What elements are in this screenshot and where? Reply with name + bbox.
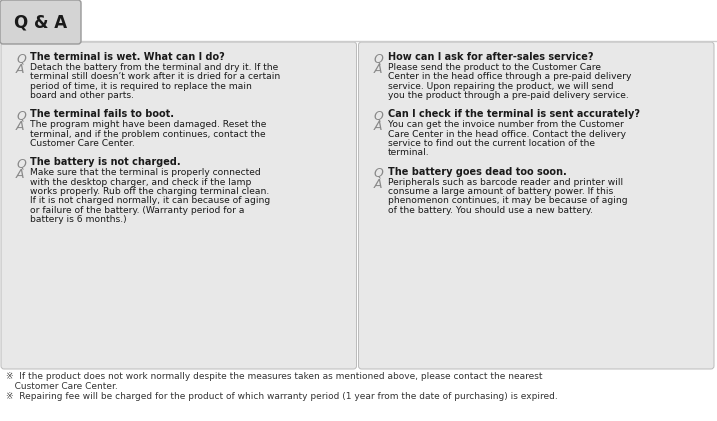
Text: The terminal is wet. What can I do?: The terminal is wet. What can I do?: [30, 52, 224, 62]
Text: battery is 6 months.): battery is 6 months.): [30, 215, 127, 224]
Text: How can I ask for after-sales service?: How can I ask for after-sales service?: [387, 52, 593, 62]
Text: The terminal fails to boot.: The terminal fails to boot.: [30, 109, 174, 119]
Text: Q: Q: [16, 109, 26, 123]
Text: Q: Q: [16, 157, 26, 171]
Text: If it is not charged normally, it can because of aging: If it is not charged normally, it can be…: [30, 196, 270, 205]
Text: Q: Q: [16, 52, 26, 65]
Text: A: A: [374, 63, 382, 76]
Text: A: A: [374, 120, 382, 133]
Text: A: A: [16, 120, 24, 133]
FancyBboxPatch shape: [358, 42, 714, 369]
Text: ※  Repairing fee will be charged for the product of which warranty period (1 yea: ※ Repairing fee will be charged for the …: [6, 392, 558, 401]
Text: service. Upon repairing the product, we will send: service. Upon repairing the product, we …: [387, 82, 613, 91]
Text: works properly. Rub off the charging terminal clean.: works properly. Rub off the charging ter…: [30, 187, 270, 196]
Text: The battery goes dead too soon.: The battery goes dead too soon.: [387, 167, 566, 177]
Text: A: A: [374, 178, 382, 191]
Text: Detach the battery from the terminal and dry it. If the: Detach the battery from the terminal and…: [30, 63, 278, 72]
Text: Care Center in the head office. Contact the delivery: Care Center in the head office. Contact …: [387, 130, 625, 139]
Text: service to find out the current location of the: service to find out the current location…: [387, 139, 594, 148]
FancyBboxPatch shape: [1, 42, 356, 369]
Text: or failure of the battery. (Warranty period for a: or failure of the battery. (Warranty per…: [30, 205, 244, 215]
Text: Q: Q: [374, 52, 384, 65]
Text: consume a large amount of battery power. If this: consume a large amount of battery power.…: [387, 187, 613, 196]
Text: Q & A: Q & A: [14, 13, 67, 31]
Text: Q: Q: [374, 167, 384, 180]
Text: Can I check if the terminal is sent accurately?: Can I check if the terminal is sent accu…: [387, 109, 640, 119]
Text: terminal, and if the problem continues, contact the: terminal, and if the problem continues, …: [30, 130, 265, 139]
Text: You can get the invoice number from the Customer: You can get the invoice number from the …: [387, 120, 623, 129]
Text: of the battery. You should use a new battery.: of the battery. You should use a new bat…: [387, 205, 592, 215]
Text: Peripherals such as barcode reader and printer will: Peripherals such as barcode reader and p…: [387, 178, 622, 187]
Text: terminal still doesn’t work after it is dried for a certain: terminal still doesn’t work after it is …: [30, 72, 280, 81]
Text: you the product through a pre-paid delivery service.: you the product through a pre-paid deliv…: [387, 91, 628, 100]
Text: terminal.: terminal.: [387, 148, 429, 157]
Text: with the desktop charger, and check if the lamp: with the desktop charger, and check if t…: [30, 178, 252, 187]
Text: ※  If the product does not work normally despite the measures taken as mentioned: ※ If the product does not work normally …: [6, 372, 543, 381]
Text: board and other parts.: board and other parts.: [30, 91, 134, 100]
FancyBboxPatch shape: [0, 0, 81, 44]
Text: Customer Care Center.: Customer Care Center.: [30, 139, 135, 148]
Text: The program might have been damaged. Reset the: The program might have been damaged. Res…: [30, 120, 267, 129]
Text: Q: Q: [374, 109, 384, 123]
Text: period of time, it is required to replace the main: period of time, it is required to replac…: [30, 82, 252, 91]
Text: The battery is not charged.: The battery is not charged.: [30, 157, 181, 167]
Text: Center in the head office through a pre-paid delivery: Center in the head office through a pre-…: [387, 72, 631, 81]
Text: Please send the product to the Customer Care: Please send the product to the Customer …: [387, 63, 601, 72]
Text: A: A: [16, 168, 24, 181]
Text: A: A: [16, 63, 24, 76]
Text: Make sure that the terminal is properly connected: Make sure that the terminal is properly …: [30, 168, 261, 177]
Text: phenomenon continues, it may be because of aging: phenomenon continues, it may be because …: [387, 196, 627, 205]
Text: Customer Care Center.: Customer Care Center.: [6, 382, 118, 391]
